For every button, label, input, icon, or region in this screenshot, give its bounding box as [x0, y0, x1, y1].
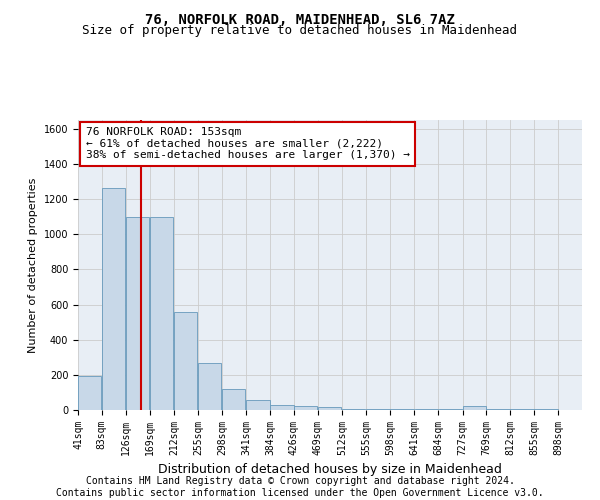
Bar [367, 409, 389, 410]
Bar [535, 409, 558, 410]
Bar [342, 409, 365, 410]
Bar [150, 216, 173, 410]
Bar [391, 409, 413, 410]
Bar [463, 406, 486, 410]
Bar [318, 408, 341, 410]
Text: 76, NORFOLK ROAD, MAIDENHEAD, SL6 7AZ: 76, NORFOLK ROAD, MAIDENHEAD, SL6 7AZ [145, 12, 455, 26]
Bar [439, 409, 462, 410]
Bar [174, 312, 197, 410]
X-axis label: Distribution of detached houses by size in Maidenhead: Distribution of detached houses by size … [158, 464, 502, 476]
Bar [415, 409, 438, 410]
Text: 76 NORFOLK ROAD: 153sqm
← 61% of detached houses are smaller (2,222)
38% of semi: 76 NORFOLK ROAD: 153sqm ← 61% of detache… [86, 127, 410, 160]
Bar [198, 364, 221, 410]
Bar [222, 389, 245, 410]
Text: Size of property relative to detached houses in Maidenhead: Size of property relative to detached ho… [83, 24, 517, 37]
Y-axis label: Number of detached properties: Number of detached properties [28, 178, 38, 352]
Bar [126, 216, 149, 410]
Bar [101, 188, 125, 410]
Bar [294, 406, 317, 410]
Text: Contains HM Land Registry data © Crown copyright and database right 2024.
Contai: Contains HM Land Registry data © Crown c… [56, 476, 544, 498]
Bar [247, 400, 269, 410]
Bar [78, 376, 101, 410]
Bar [486, 409, 509, 410]
Bar [511, 409, 533, 410]
Bar [271, 404, 293, 410]
